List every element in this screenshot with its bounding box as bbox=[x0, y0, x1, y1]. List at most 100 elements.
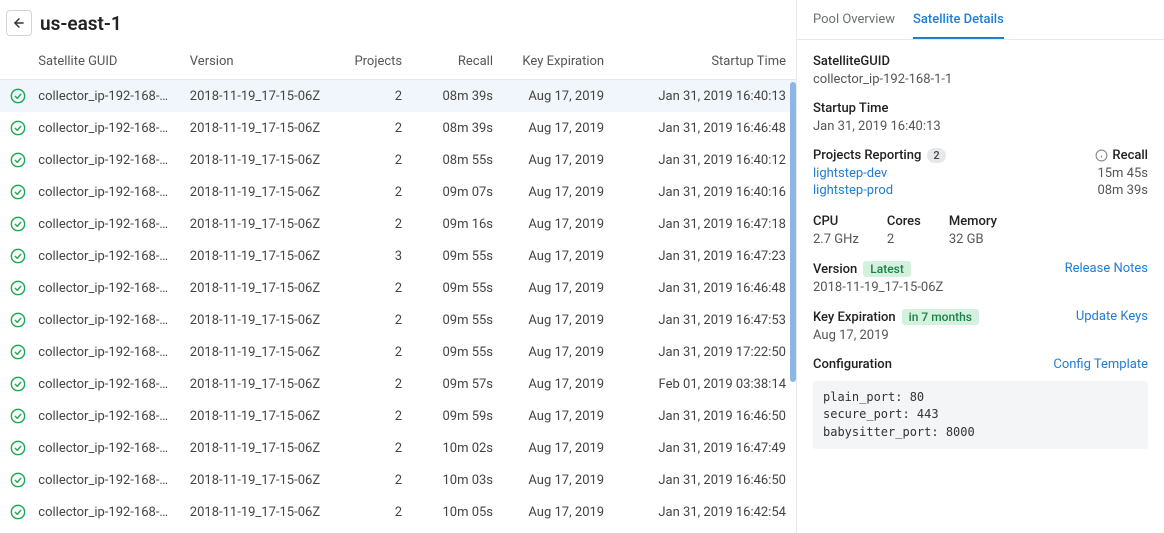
cell-version: 2018-11-19_17-15-06Z bbox=[180, 464, 332, 496]
guid-value: collector_ip-192-168-1-1 bbox=[813, 72, 1148, 87]
keyexp-tag: in 7 months bbox=[902, 309, 979, 325]
cpu-label: CPU bbox=[813, 214, 859, 229]
cell-guid: collector_ip-192-168-2- bbox=[28, 304, 180, 336]
config-label: Configuration bbox=[813, 357, 892, 372]
version-label: Version Latest bbox=[813, 261, 943, 277]
update-keys-link[interactable]: Update Keys bbox=[1076, 309, 1148, 324]
cell-recall: 08m 39s bbox=[412, 80, 503, 113]
cpu-value: 2.7 GHz bbox=[813, 232, 859, 247]
cell-recall: 09m 55s bbox=[412, 304, 503, 336]
scrollbar-thumb[interactable] bbox=[790, 82, 796, 382]
info-icon bbox=[1095, 149, 1108, 162]
memory-value: 32 GB bbox=[949, 232, 997, 247]
satellites-table-wrap: Satellite GUID Version Projects Recall K… bbox=[0, 46, 796, 533]
table-row[interactable]: collector_ip-192-168-2-2018-11-19_17-15-… bbox=[0, 144, 796, 176]
col-version[interactable]: Version bbox=[180, 46, 332, 80]
cell-version: 2018-11-19_17-15-06Z bbox=[180, 432, 332, 464]
cell-version: 2018-11-19_17-15-06Z bbox=[180, 368, 332, 400]
config-block: plain_port: 80 secure_port: 443 babysitt… bbox=[813, 381, 1148, 449]
cell-recall: 09m 55s bbox=[412, 272, 503, 304]
tab-satellite-details[interactable]: Satellite Details bbox=[913, 12, 1004, 39]
table-row[interactable]: collector_ip-192-168-2-2018-11-19_17-15-… bbox=[0, 432, 796, 464]
col-key-expiration[interactable]: Key Expiration bbox=[503, 46, 614, 80]
table-row[interactable]: collector_ip-192-168-2-2018-11-19_17-15-… bbox=[0, 272, 796, 304]
cell-recall: 08m 55s bbox=[412, 144, 503, 176]
table-row[interactable]: collector_ip-192-168-2-2018-11-19_17-15-… bbox=[0, 464, 796, 496]
config-template-link[interactable]: Config Template bbox=[1053, 357, 1148, 372]
table-row[interactable]: collector_ip-192-168-1-2018-11-19_17-15-… bbox=[0, 80, 796, 113]
cell-projects: 2 bbox=[331, 400, 412, 432]
release-notes-link[interactable]: Release Notes bbox=[1065, 261, 1148, 276]
col-projects[interactable]: Projects bbox=[331, 46, 412, 80]
cell-startup-time: Jan 31, 2019 16:40:12 bbox=[614, 144, 796, 176]
status-cell bbox=[0, 432, 28, 464]
table-row[interactable]: collector_ip-192-168-2-2018-11-19_17-15-… bbox=[0, 112, 796, 144]
cell-projects: 2 bbox=[331, 496, 412, 528]
cell-startup-time: Jan 31, 2019 16:40:16 bbox=[614, 176, 796, 208]
table-row[interactable]: collector_ip-192-168-2-2018-11-19_17-15-… bbox=[0, 176, 796, 208]
cell-recall: 09m 59s bbox=[412, 400, 503, 432]
project-link[interactable]: lightstep-dev bbox=[813, 166, 946, 181]
cell-guid: collector_ip-192-168-2- bbox=[28, 464, 180, 496]
table-row[interactable]: collector_ip-192-168-2-2018-11-19_17-15-… bbox=[0, 368, 796, 400]
cell-recall: 09m 55s bbox=[412, 336, 503, 368]
col-guid[interactable]: Satellite GUID bbox=[28, 46, 180, 80]
main-panel: us-east-1 Satellite GUID Version Project… bbox=[0, 0, 796, 533]
cores-value: 2 bbox=[887, 232, 921, 247]
cell-startup-time: Jan 31, 2019 17:22:50 bbox=[614, 336, 796, 368]
cell-startup-time: Jan 31, 2019 16:40:13 bbox=[614, 80, 796, 113]
cell-key-expiration: Aug 17, 2019 bbox=[503, 208, 614, 240]
cell-key-expiration: Aug 17, 2019 bbox=[503, 240, 614, 272]
field-key-expiration: Key Expiration in 7 months Aug 17, 2019 … bbox=[813, 309, 1148, 343]
table-row[interactable]: collector_ip-192-168-2-2018-11-19_17-15-… bbox=[0, 208, 796, 240]
cell-projects: 2 bbox=[331, 112, 412, 144]
field-cpu: CPU 2.7 GHz bbox=[813, 214, 859, 247]
cell-guid: collector_ip-192-168-2- bbox=[28, 176, 180, 208]
cell-guid: collector_ip-192-168-2- bbox=[28, 336, 180, 368]
table-row[interactable]: collector_ip-192-168-2-2018-11-19_17-15-… bbox=[0, 336, 796, 368]
projects-reporting-label: Projects Reporting 2 bbox=[813, 148, 946, 163]
table-row[interactable]: collector_ip-192-168-2-2018-11-19_17-15-… bbox=[0, 240, 796, 272]
back-button[interactable] bbox=[6, 10, 32, 36]
cell-projects: 2 bbox=[331, 432, 412, 464]
table-row[interactable]: collector_ip-192-168-2-2018-11-19_17-15-… bbox=[0, 400, 796, 432]
cell-guid: collector_ip-192-168-2- bbox=[28, 208, 180, 240]
memory-label: Memory bbox=[949, 214, 997, 229]
cell-projects: 2 bbox=[331, 80, 412, 113]
project-link[interactable]: lightstep-prod bbox=[813, 183, 946, 198]
cell-startup-time: Jan 31, 2019 16:46:48 bbox=[614, 272, 796, 304]
cell-key-expiration: Aug 17, 2019 bbox=[503, 368, 614, 400]
check-circle-icon bbox=[10, 216, 26, 232]
status-cell bbox=[0, 336, 28, 368]
check-circle-icon bbox=[10, 472, 26, 488]
check-circle-icon bbox=[10, 280, 26, 296]
cell-guid: collector_ip-192-168-2- bbox=[28, 240, 180, 272]
field-memory: Memory 32 GB bbox=[949, 214, 997, 247]
tab-pool-overview[interactable]: Pool Overview bbox=[813, 12, 895, 39]
table-row[interactable]: collector_ip-192-168-2-2018-11-19_17-15-… bbox=[0, 304, 796, 336]
col-status bbox=[0, 46, 28, 80]
cell-version: 2018-11-19_17-15-06Z bbox=[180, 112, 332, 144]
field-version: Version Latest 2018-11-19_17-15-06Z Rele… bbox=[813, 261, 1148, 295]
cores-label: Cores bbox=[887, 214, 921, 229]
status-cell bbox=[0, 144, 28, 176]
field-projects-reporting: Projects Reporting 2 lightstep-dev lights… bbox=[813, 148, 1148, 200]
tabs: Pool Overview Satellite Details bbox=[797, 0, 1164, 40]
check-circle-icon bbox=[10, 152, 26, 168]
projects-count-badge: 2 bbox=[927, 148, 945, 163]
col-startup-time[interactable]: Startup Time bbox=[614, 46, 796, 80]
cell-recall: 10m 03s bbox=[412, 464, 503, 496]
cell-key-expiration: Aug 17, 2019 bbox=[503, 112, 614, 144]
cell-guid: collector_ip-192-168-1- bbox=[28, 80, 180, 113]
cell-startup-time: Feb 01, 2019 03:38:14 bbox=[614, 368, 796, 400]
cell-projects: 2 bbox=[331, 272, 412, 304]
project-recall-value: 15m 45s bbox=[1095, 166, 1148, 181]
cell-version: 2018-11-19_17-15-06Z bbox=[180, 304, 332, 336]
project-recall-value: 08m 39s bbox=[1095, 183, 1148, 198]
details-panel: Pool Overview Satellite Details Satellit… bbox=[796, 0, 1164, 533]
cell-version: 2018-11-19_17-15-06Z bbox=[180, 208, 332, 240]
col-recall[interactable]: Recall bbox=[412, 46, 503, 80]
satellites-table: Satellite GUID Version Projects Recall K… bbox=[0, 46, 796, 528]
table-row[interactable]: collector_ip-192-168-2-2018-11-19_17-15-… bbox=[0, 496, 796, 528]
check-circle-icon bbox=[10, 312, 26, 328]
